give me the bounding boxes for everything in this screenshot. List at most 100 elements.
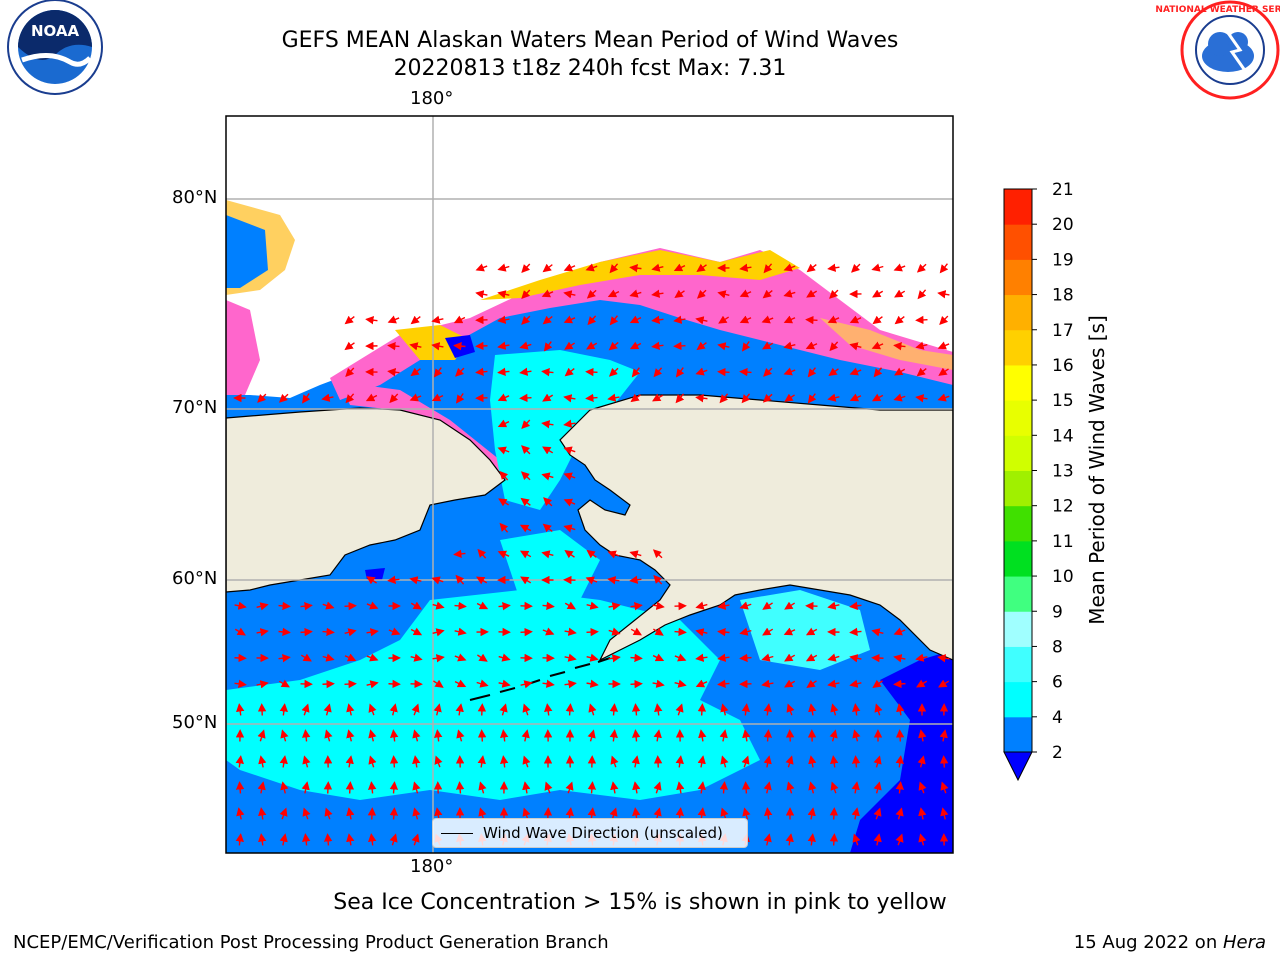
wave-direction-arrow (366, 576, 377, 585)
wave-direction-arrow (542, 601, 555, 611)
wave-direction-arrow (497, 263, 510, 272)
wave-direction-arrow (630, 602, 643, 611)
wave-direction-arrow (849, 601, 862, 610)
wave-direction-arrow (563, 263, 576, 272)
wave-direction-arrow (563, 524, 576, 533)
wave-direction-arrow (872, 289, 884, 298)
wave-direction-arrow (718, 315, 730, 324)
wave-direction-arrow (346, 833, 355, 846)
wave-direction-arrow (762, 601, 773, 610)
colorbar-bin (1004, 400, 1032, 436)
wave-direction-arrow (654, 703, 663, 716)
wave-direction-arrow (915, 653, 928, 662)
noaa-logo-text: NOAA (31, 22, 80, 40)
wave-direction-arrow (651, 263, 664, 272)
colorbar-tick-label: 6 (1052, 673, 1063, 693)
legend-line-icon (441, 833, 473, 834)
wave-direction-arrow (541, 420, 554, 429)
wave-direction-arrow (652, 627, 664, 636)
wave-direction-arrow (937, 393, 950, 402)
wave-direction-arrow (431, 342, 444, 351)
colorbar-tick-label: 20 (1052, 215, 1074, 235)
wave-direction-arrow (874, 703, 883, 716)
wave-direction-arrow (300, 653, 312, 662)
svg-text:NATIONAL WEATHER SERVICE: NATIONAL WEATHER SERVICE (1155, 5, 1280, 15)
wave-direction-arrow (519, 524, 532, 533)
wave-direction-arrow (830, 781, 839, 794)
chart-title: GEFS MEAN Alaskan Waters Mean Period of … (281, 28, 899, 53)
wave-direction-arrow (695, 653, 708, 662)
wave-direction-arrow (653, 807, 662, 820)
colorbar-tick-label: 17 (1052, 321, 1074, 341)
wave-direction-arrow (739, 627, 752, 636)
wave-direction-arrow (918, 833, 927, 846)
wave-direction-arrow (586, 549, 597, 559)
wave-direction-arrow (257, 393, 267, 403)
wave-direction-arrow (478, 781, 487, 794)
lat-label: 50°N (172, 712, 218, 733)
wave-direction-arrow (368, 703, 377, 716)
wave-direction-arrow (278, 627, 291, 637)
wave-direction-arrow (586, 289, 597, 299)
wave-direction-arrow (564, 627, 577, 636)
wave-direction-arrow (873, 833, 882, 846)
wave-direction-arrow (653, 781, 662, 794)
wave-direction-arrow (499, 470, 509, 481)
wave-direction-arrow (827, 679, 840, 688)
wave-direction-arrow (344, 679, 357, 689)
wave-direction-arrow (477, 653, 488, 662)
wave-direction-arrow (542, 679, 555, 688)
wave-direction-arrow (280, 781, 289, 794)
footer-date: 15 Aug 2022 on (1073, 932, 1223, 953)
colorbar-bin (1004, 364, 1032, 401)
wave-direction-arrow (366, 680, 379, 689)
wave-direction-arrow (498, 679, 511, 688)
wave-direction-arrow (675, 755, 684, 768)
wave-direction-arrow (521, 315, 531, 325)
wave-direction-arrow (389, 703, 398, 716)
colorbar-tick-label: 8 (1052, 637, 1063, 657)
wave-direction-arrow (828, 367, 839, 377)
wave-direction-arrow (851, 263, 861, 273)
wave-direction-arrow (411, 703, 420, 716)
wave-direction-arrow (344, 341, 355, 351)
wave-direction-arrow (695, 316, 708, 325)
wave-direction-arrow (258, 755, 267, 768)
lon-label-bottom: 180° (410, 856, 454, 877)
wave-direction-arrow (521, 445, 531, 455)
wave-direction-arrow (849, 654, 862, 663)
wave-direction-arrow (893, 393, 906, 402)
colorbar-tick-label: 15 (1052, 391, 1074, 411)
wave-direction-arrow (477, 548, 487, 559)
wave-direction-arrow (498, 653, 511, 662)
wave-direction-arrow (454, 679, 467, 688)
wave-direction-arrow (234, 653, 247, 663)
wave-direction-arrow (346, 703, 355, 716)
wave-direction-arrow (256, 628, 269, 637)
wave-direction-arrow (674, 289, 685, 298)
wave-direction-arrow (542, 263, 553, 273)
wave-direction-arrow (323, 833, 333, 846)
wave-direction-arrow (587, 781, 597, 794)
wave-direction-arrow (893, 654, 906, 663)
wave-direction-arrow (762, 341, 774, 350)
wave-direction-arrow (497, 393, 510, 402)
wave-direction-arrow (585, 367, 598, 377)
wave-direction-arrow (410, 367, 421, 377)
wave-direction-arrow (939, 263, 949, 274)
wave-direction-arrow (434, 755, 443, 768)
wave-direction-arrow (762, 289, 773, 299)
wave-direction-arrow (872, 315, 883, 325)
wave-direction-arrow (630, 627, 643, 636)
wave-direction-arrow (497, 341, 510, 350)
wave-direction-arrow (806, 289, 818, 298)
wave-direction-arrow (783, 367, 796, 376)
wave-direction-arrow (345, 781, 355, 794)
wave-direction-arrow (366, 601, 379, 610)
wave-direction-arrow (475, 290, 488, 299)
wave-direction-arrow (409, 576, 422, 585)
lat-label: 70°N (172, 397, 218, 418)
wave-direction-arrow (321, 393, 334, 402)
wave-direction-arrow (739, 263, 752, 272)
wave-direction-arrow (323, 703, 332, 716)
